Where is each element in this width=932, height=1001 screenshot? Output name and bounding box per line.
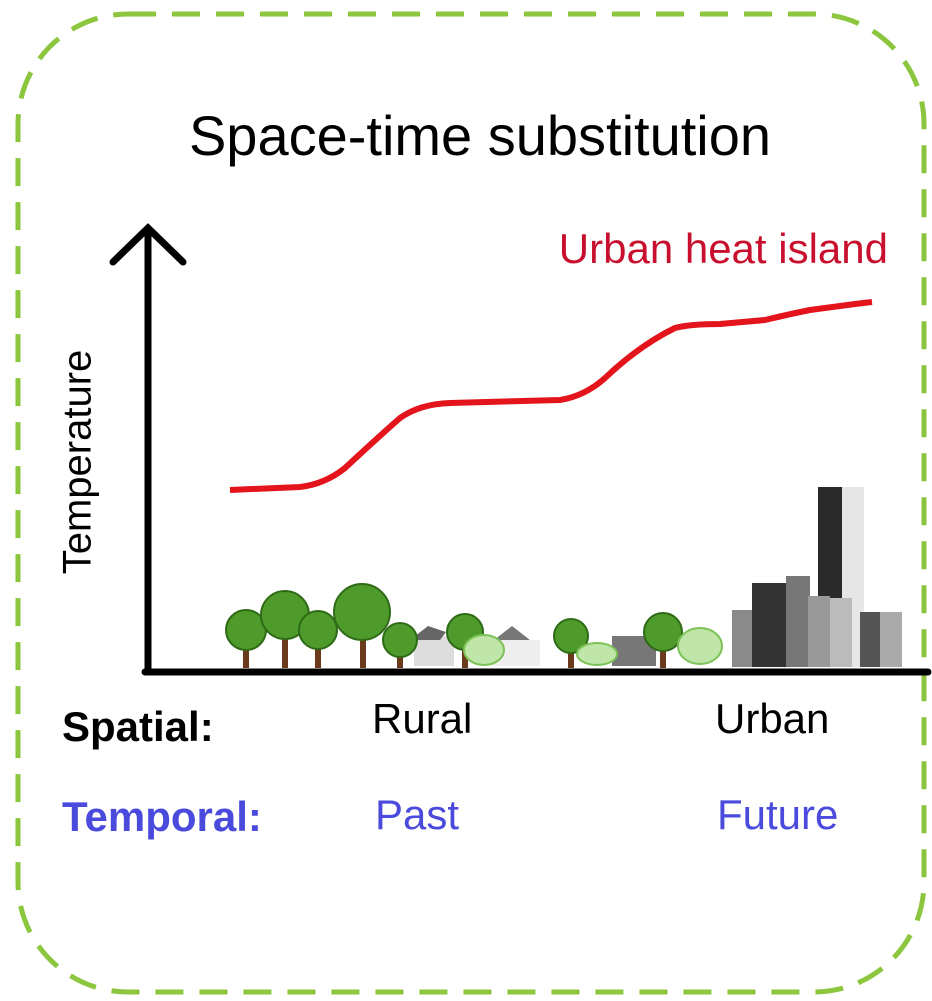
title: Space-time substitution xyxy=(189,104,771,167)
row-end: Future xyxy=(717,791,838,838)
row-label: Spatial: xyxy=(62,703,214,750)
row-start: Rural xyxy=(372,695,472,742)
row-end: Urban xyxy=(715,695,829,742)
dashed-border xyxy=(15,11,927,995)
row-start: Past xyxy=(375,791,459,838)
trees xyxy=(225,583,723,668)
heat-curve xyxy=(229,299,873,493)
curve-label: Urban heat island xyxy=(559,225,888,272)
y-axis-label: Temperature xyxy=(56,350,100,575)
axes xyxy=(109,223,932,676)
buildings xyxy=(732,487,902,667)
row-label: Temporal: xyxy=(62,793,262,840)
